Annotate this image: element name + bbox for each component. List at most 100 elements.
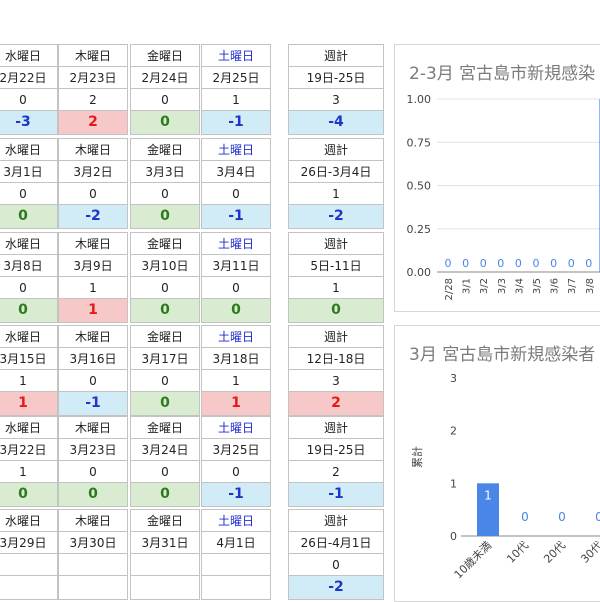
total-count: 0: [289, 554, 383, 576]
day-count: 0: [131, 183, 199, 205]
day-diff: 0: [131, 392, 199, 415]
x-tick-label: 3/2: [479, 278, 490, 294]
total-diff: -4: [289, 111, 383, 134]
data-label: 0: [515, 257, 522, 270]
day-column: 金曜日 3月24日 0 0: [130, 416, 200, 507]
data-label: 1: [484, 488, 492, 502]
day-name: 土曜日: [202, 45, 270, 67]
data-label: 0: [558, 510, 566, 524]
day-count: 2: [59, 89, 127, 111]
data-label: 0: [521, 510, 529, 524]
day-name: 土曜日: [202, 417, 270, 439]
day-column: 土曜日 3月25日 0 -1: [201, 416, 271, 507]
day-column: 金曜日 3月17日 0 0: [130, 325, 200, 416]
day-count: [0, 554, 57, 576]
y-tick-label: 0.75: [407, 136, 432, 149]
day-date: 3月10日: [131, 255, 199, 277]
day-date: 3月3日: [131, 161, 199, 183]
y-axis-label: 累計: [410, 446, 424, 468]
day-date: 3月18日: [202, 348, 270, 370]
day-column: 金曜日 3月10日 0 0: [130, 232, 200, 323]
daily-bar-chart: 1.00 0.75 0.50 0.25 0.00 0 2/28 0 3/1 0 3/2 0 3/3 0 3/…: [407, 93, 600, 300]
day-diff: -2: [59, 205, 127, 228]
day-column: 土曜日 3月18日 1 1: [201, 325, 271, 416]
y-tick-label: 1: [450, 477, 457, 490]
day-count: 0: [59, 461, 127, 483]
day-name: 土曜日: [202, 139, 270, 161]
data-label: 0: [445, 257, 452, 270]
day-diff: 0: [0, 483, 57, 506]
day-name: 木曜日: [59, 139, 127, 161]
total-range: 5日-11日: [289, 255, 383, 277]
total-range: 26日-4月1日: [289, 532, 383, 554]
day-count: [131, 554, 199, 576]
y-tick-label: 0.00: [407, 266, 432, 279]
day-column: 水曜日 3月8日 0 0: [0, 232, 58, 323]
day-date: 3月22日: [0, 439, 57, 461]
day-count: 1: [202, 89, 270, 111]
day-column: 木曜日 3月30日: [58, 509, 128, 600]
day-column: 土曜日 4月1日: [201, 509, 271, 600]
day-column: 木曜日 3月2日 0 -2: [58, 138, 128, 229]
x-tick-label: 3/5: [532, 278, 543, 294]
day-name: 水曜日: [0, 233, 57, 255]
day-column: 土曜日 3月4日 0 -1: [201, 138, 271, 229]
day-date: 4月1日: [202, 532, 270, 554]
day-column: 土曜日 2月25日 1 -1: [201, 44, 271, 135]
day-diff: -1: [59, 392, 127, 415]
day-name: 金曜日: [131, 417, 199, 439]
day-name: 水曜日: [0, 510, 57, 532]
day-count: 0: [0, 183, 57, 205]
y-tick-label: 0.50: [407, 180, 432, 193]
day-date: 3月4日: [202, 161, 270, 183]
day-name: 金曜日: [131, 233, 199, 255]
day-date: 3月15日: [0, 348, 57, 370]
total-diff: -2: [289, 205, 383, 228]
day-name: 木曜日: [59, 510, 127, 532]
day-date: 3月8日: [0, 255, 57, 277]
day-diff: 0: [131, 299, 199, 322]
bar: [477, 483, 499, 536]
day-diff: -1: [202, 205, 270, 228]
total-count: 3: [289, 89, 383, 111]
day-date: 3月17日: [131, 348, 199, 370]
day-name: 金曜日: [131, 326, 199, 348]
day-date: 3月25日: [202, 439, 270, 461]
day-diff: [131, 576, 199, 599]
day-count: [59, 554, 127, 576]
day-diff: 1: [202, 392, 270, 415]
day-count: 0: [131, 370, 199, 392]
day-count: 1: [202, 370, 270, 392]
total-label: 週計: [289, 233, 383, 255]
day-name: 水曜日: [0, 45, 57, 67]
day-diff: -1: [202, 111, 270, 134]
day-diff: [0, 576, 57, 599]
day-name: 金曜日: [131, 45, 199, 67]
day-diff: 0: [202, 299, 270, 322]
day-count: 0: [202, 277, 270, 299]
y-tick-label: 3: [450, 372, 457, 385]
day-column: 金曜日 3月3日 0 0: [130, 138, 200, 229]
total-range: 19日-25日: [289, 67, 383, 89]
day-column: 金曜日 2月24日 0 0: [130, 44, 200, 135]
total-label: 週計: [289, 417, 383, 439]
day-count: 1: [59, 277, 127, 299]
total-count: 1: [289, 183, 383, 205]
day-count: 0: [59, 370, 127, 392]
day-count: 0: [202, 183, 270, 205]
day-diff: 1: [59, 299, 127, 322]
day-diff: 0: [0, 205, 57, 228]
day-count: 0: [59, 183, 127, 205]
day-date: 3月29日: [0, 532, 57, 554]
day-diff: 0: [59, 483, 127, 506]
data-label: 0: [480, 257, 487, 270]
week-total-column: 週計 19日-25日 2 -1: [288, 416, 384, 507]
day-date: 3月30日: [59, 532, 127, 554]
day-name: 木曜日: [59, 326, 127, 348]
data-label: 0: [595, 510, 600, 524]
total-range: 12日-18日: [289, 348, 383, 370]
day-date: 2月23日: [59, 67, 127, 89]
total-label: 週計: [289, 45, 383, 67]
day-date: 2月25日: [202, 67, 270, 89]
total-count: 2: [289, 461, 383, 483]
